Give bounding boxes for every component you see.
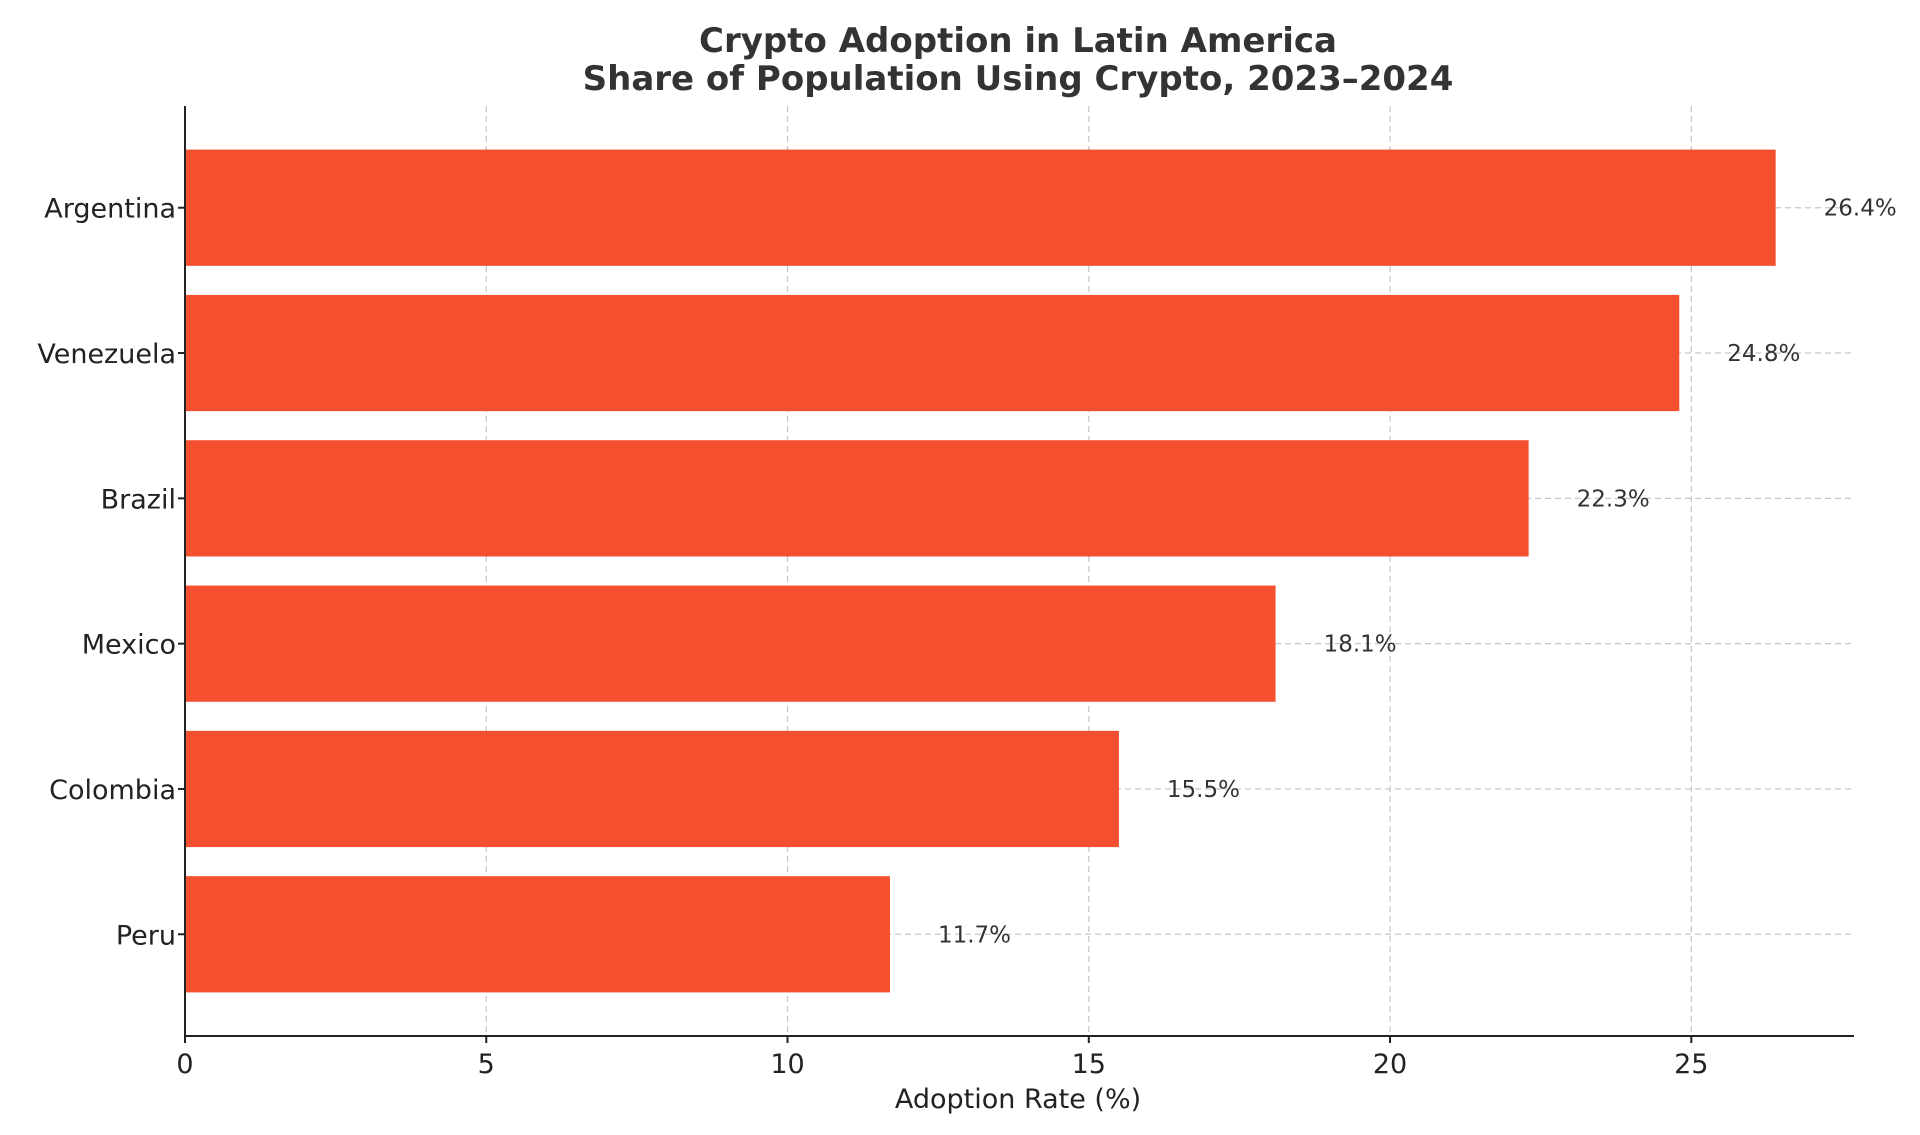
- data-label-venezuela: 24.8%: [1727, 341, 1800, 367]
- x-tick-label: 10: [770, 1049, 804, 1080]
- data-label-mexico: 18.1%: [1324, 632, 1397, 658]
- y-tick-label-brazil: Brazil: [101, 484, 176, 515]
- x-tick-label: 0: [176, 1049, 193, 1080]
- bars: [185, 149, 1776, 993]
- data-label-argentina: 26.4%: [1824, 196, 1897, 222]
- x-axis-label: Adoption Rate (%): [895, 1084, 1141, 1115]
- y-tick-label-peru: Peru: [116, 920, 176, 951]
- x-tick-label: 5: [478, 1049, 495, 1080]
- bar-brazil: [185, 440, 1529, 557]
- chart-title: Crypto Adoption in Latin America: [699, 21, 1337, 61]
- y-tick-label-colombia: Colombia: [49, 775, 176, 806]
- y-tick-label-argentina: Argentina: [44, 194, 176, 225]
- bar-argentina: [185, 149, 1776, 266]
- data-label-colombia: 15.5%: [1167, 777, 1240, 803]
- data-label-brazil: 22.3%: [1577, 486, 1650, 512]
- y-tick-label-mexico: Mexico: [82, 630, 176, 661]
- bar-mexico: [185, 585, 1276, 702]
- x-tick-label: 15: [1072, 1049, 1106, 1080]
- data-labels: 26.4% 24.8% 22.3% 18.1% 15.5% 11.7%: [938, 196, 1897, 949]
- y-tick-label-venezuela: Venezuela: [37, 339, 176, 370]
- bar-peru: [185, 876, 890, 993]
- x-tick-label: 20: [1373, 1049, 1407, 1080]
- bar-colombia: [185, 730, 1119, 848]
- axes: Argentina Venezuela Brazil Mexico Colombia Pe…: [37, 106, 1854, 1080]
- data-label-peru: 11.7%: [938, 922, 1011, 948]
- x-tick-label: 25: [1674, 1049, 1708, 1080]
- chart-subtitle: Share of Population Using Crypto, 2023–2…: [583, 59, 1454, 99]
- bar-venezuela: [185, 294, 1680, 412]
